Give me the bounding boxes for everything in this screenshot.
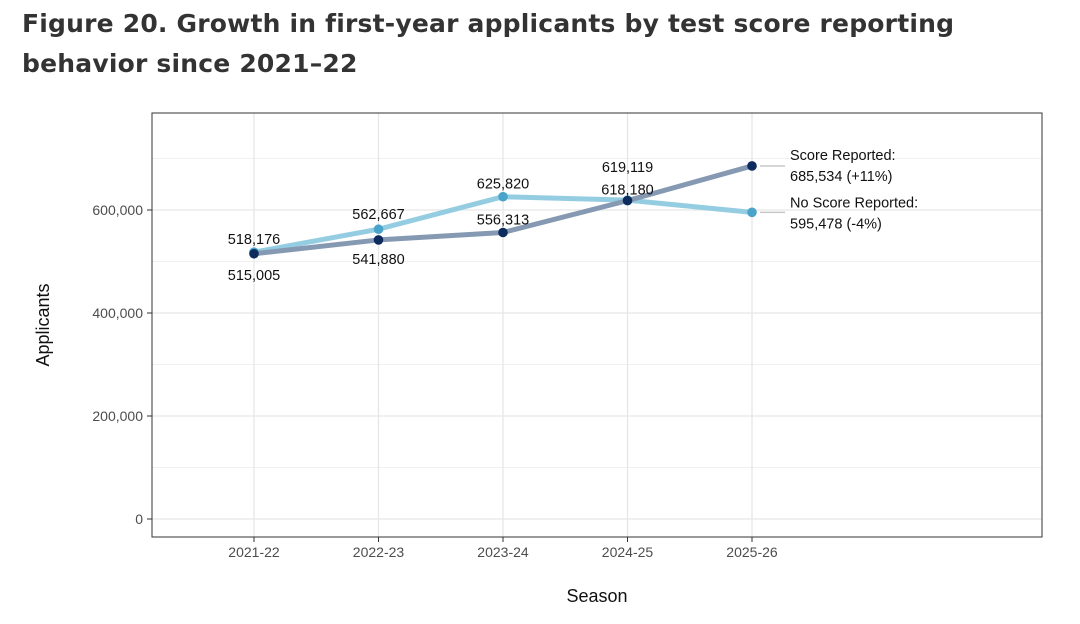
data-point bbox=[622, 195, 633, 206]
series-layer: 518,176 562,667 625,820 619,119 No Score Rep… bbox=[228, 148, 918, 284]
figure-title: Figure 20. Growth in first-year applican… bbox=[22, 9, 955, 78]
data-point bbox=[747, 161, 757, 171]
x-tick-label: 2023-24 bbox=[477, 544, 529, 560]
series-no-score-reported: 518,176 562,667 625,820 619,119 No Score Rep… bbox=[228, 160, 918, 257]
data-label: 562,667 bbox=[352, 207, 404, 223]
x-axis-title: Season bbox=[566, 586, 627, 606]
series-score-reported: 515,005 541,880 556,313 618,180 Score Report… bbox=[228, 148, 896, 284]
y-tick-label: 200,000 bbox=[92, 408, 143, 424]
x-tick-label: 2024-25 bbox=[602, 544, 654, 560]
data-point bbox=[249, 248, 259, 259]
data-label: 515,005 bbox=[228, 268, 280, 284]
data-point bbox=[373, 235, 384, 245]
data-point bbox=[747, 207, 757, 218]
end-label: Score Reported: bbox=[790, 148, 896, 164]
y-axis-title: Applicants bbox=[33, 283, 53, 366]
data-label: 518,176 bbox=[228, 232, 280, 248]
end-label: 685,534 (+11%) bbox=[790, 169, 893, 185]
data-label: 618,180 bbox=[601, 183, 653, 199]
end-label: No Score Reported: bbox=[790, 195, 918, 211]
data-label: 541,880 bbox=[352, 252, 404, 268]
x-tick-label: 2021-22 bbox=[228, 544, 280, 560]
end-label: 595,478 (-4%) bbox=[790, 216, 882, 232]
y-tick-label: 400,000 bbox=[92, 305, 143, 321]
data-point bbox=[498, 191, 508, 202]
axis-ticks: 0 200,000 400,000 600,000 2021-22 2022-23 2023… bbox=[92, 202, 778, 560]
data-label: 625,820 bbox=[477, 177, 529, 193]
data-point bbox=[373, 224, 384, 235]
data-label: 619,119 bbox=[602, 160, 653, 176]
plot-panel bbox=[151, 112, 1043, 538]
data-label: 556,313 bbox=[477, 212, 529, 228]
data-point bbox=[498, 227, 508, 238]
grid bbox=[152, 113, 1042, 537]
y-tick-label: 600,000 bbox=[92, 202, 143, 218]
y-tick-label: 0 bbox=[135, 511, 143, 527]
x-tick-label: 2022-23 bbox=[353, 544, 405, 560]
x-tick-label: 2025-26 bbox=[726, 544, 778, 560]
